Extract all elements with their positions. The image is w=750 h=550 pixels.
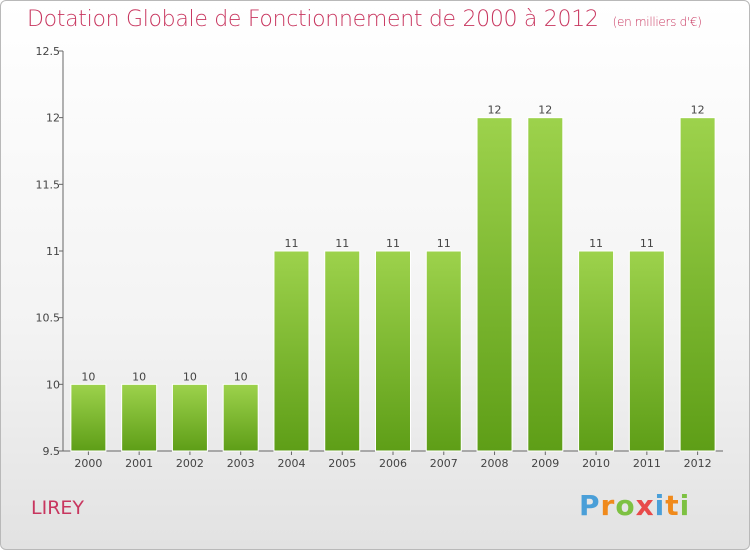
bar-2010 xyxy=(578,250,615,452)
bar-2008 xyxy=(476,117,513,452)
logo-letter: o xyxy=(615,489,636,522)
x-tick-label-2011: 2011 xyxy=(633,457,661,470)
data-label-2003: 10 xyxy=(234,370,248,383)
chart-title: Dotation Globale de Fonctionnement de 20… xyxy=(27,7,702,32)
data-label-2006: 11 xyxy=(386,237,400,250)
bar-2006 xyxy=(375,250,411,452)
data-label-2000: 10 xyxy=(81,370,95,383)
x-tick-label-2007: 2007 xyxy=(430,457,458,470)
data-label-2007: 11 xyxy=(437,237,451,250)
y-tick-label: 12.5 xyxy=(36,45,61,58)
axes: 9.5 10 10.5 11 11.5 12 12.5 2000 2001 2002 2003 200… xyxy=(36,45,723,470)
data-label-2005: 11 xyxy=(335,237,349,250)
x-tick-label-2008: 2008 xyxy=(481,457,509,470)
data-label-2008: 12 xyxy=(488,104,502,117)
x-tick-label-2003: 2003 xyxy=(227,457,255,470)
x-tick-label-2004: 2004 xyxy=(277,457,305,470)
data-label-2009: 12 xyxy=(538,104,552,117)
data-label-2010: 11 xyxy=(589,237,603,250)
y-tick-label: 9.5 xyxy=(43,445,61,458)
data-label-2002: 10 xyxy=(183,370,197,383)
x-tick-label-2010: 2010 xyxy=(582,457,610,470)
logo-letter: P xyxy=(579,489,601,522)
data-label-2012: 12 xyxy=(691,104,705,117)
x-tick-label-2006: 2006 xyxy=(379,457,407,470)
bar-2000 xyxy=(70,383,107,452)
x-tick-label-2005: 2005 xyxy=(328,457,356,470)
logo-letter: t xyxy=(665,489,680,522)
x-tick-label-2012: 2012 xyxy=(684,457,712,470)
bar-2005 xyxy=(324,250,361,452)
bar-2003 xyxy=(222,383,259,452)
bars: 10 10 10 10 11 11 11 11 12 12 11 11 12 xyxy=(70,104,716,452)
bar-2007 xyxy=(425,250,462,452)
x-tick-label-2000: 2000 xyxy=(74,457,102,470)
logo-letter: x xyxy=(635,489,655,522)
bar-2004 xyxy=(273,250,310,452)
unit-note: (en milliers d'€) xyxy=(612,15,702,29)
logo-letter: r xyxy=(600,489,616,522)
y-tick-label: 11 xyxy=(46,245,60,258)
proxiti-logo: Proxiti xyxy=(579,489,690,522)
y-tick-label: 10.5 xyxy=(36,312,61,325)
x-tick-label-2001: 2001 xyxy=(125,457,153,470)
bar-2002 xyxy=(171,383,208,452)
chart-title-text: Dotation Globale de Fonctionnement de 20… xyxy=(27,7,599,32)
bar-2001 xyxy=(121,383,158,452)
data-label-2001: 10 xyxy=(132,370,146,383)
y-tick-label: 10 xyxy=(46,378,60,391)
logo-letter: i xyxy=(654,489,666,522)
bar-2012 xyxy=(679,117,716,452)
y-tick-label: 12 xyxy=(46,112,60,125)
bar-2009 xyxy=(527,117,564,452)
commune-name: LIREY xyxy=(31,497,85,519)
x-tick-label-2009: 2009 xyxy=(531,457,559,470)
data-label-2004: 11 xyxy=(284,237,298,250)
bar-2011 xyxy=(628,250,665,452)
logo-letter: i xyxy=(679,489,691,522)
y-tick-label: 11.5 xyxy=(36,178,61,191)
data-label-2011: 11 xyxy=(640,237,654,250)
x-tick-label-2002: 2002 xyxy=(176,457,204,470)
